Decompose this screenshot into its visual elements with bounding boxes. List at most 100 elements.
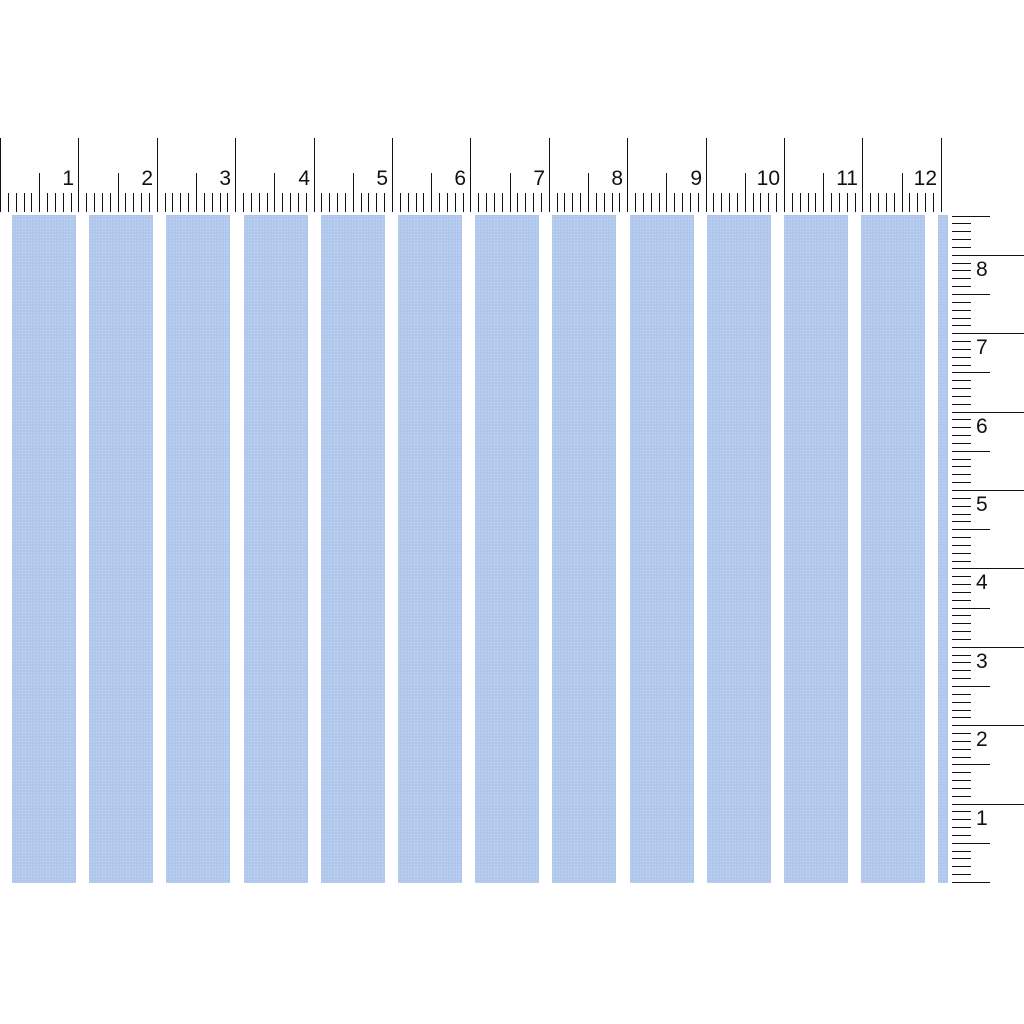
minor-tick — [792, 193, 794, 212]
minor-tick — [478, 193, 480, 212]
minor-tick — [71, 193, 73, 212]
side-ruler-label: 5 — [976, 493, 988, 516]
minor-tick — [952, 231, 971, 233]
minor-tick — [243, 193, 245, 212]
major-tick — [0, 138, 2, 212]
fabric-swatch — [0, 215, 948, 883]
half-tick — [952, 294, 990, 296]
side-ruler-label: 3 — [976, 650, 988, 673]
minor-tick — [952, 796, 971, 798]
half-tick — [431, 173, 433, 212]
major-tick — [952, 333, 1024, 335]
minor-tick — [933, 193, 935, 212]
minor-tick — [952, 584, 971, 586]
minor-tick — [952, 349, 971, 351]
minor-tick — [952, 858, 971, 860]
minor-tick — [659, 193, 661, 212]
top-ruler-label: 6 — [454, 167, 466, 190]
minor-tick — [952, 239, 971, 241]
half-tick — [952, 216, 990, 218]
minor-tick — [580, 193, 582, 212]
stripe — [398, 215, 462, 883]
minor-tick — [306, 193, 308, 212]
minor-tick — [952, 553, 971, 555]
minor-tick — [455, 193, 457, 212]
side-ruler-label: 4 — [976, 571, 988, 594]
half-tick — [118, 173, 120, 212]
minor-tick — [952, 631, 971, 633]
half-tick — [39, 173, 41, 212]
minor-tick — [952, 459, 971, 461]
top-ruler-label: 4 — [298, 167, 310, 190]
half-tick — [666, 173, 668, 212]
minor-tick — [517, 193, 519, 212]
major-tick — [952, 647, 1024, 649]
major-tick — [952, 490, 1024, 492]
minor-tick — [952, 247, 971, 249]
minor-tick — [952, 521, 971, 523]
minor-tick — [952, 380, 971, 382]
minor-tick — [212, 193, 214, 212]
minor-tick — [165, 193, 167, 212]
minor-tick — [952, 772, 971, 774]
minor-tick — [564, 193, 566, 212]
major-tick — [706, 138, 708, 212]
minor-tick — [690, 193, 692, 212]
minor-tick — [753, 193, 755, 212]
minor-tick — [220, 193, 222, 212]
major-tick — [314, 138, 316, 212]
minor-tick — [952, 318, 971, 320]
half-tick — [274, 173, 276, 212]
side-ruler-label: 7 — [976, 336, 988, 359]
half-tick — [952, 451, 990, 453]
minor-tick — [321, 193, 323, 212]
major-tick — [862, 138, 864, 212]
minor-tick — [952, 819, 971, 821]
minor-tick — [729, 193, 731, 212]
minor-tick — [952, 427, 971, 429]
minor-tick — [227, 193, 229, 212]
minor-tick — [952, 600, 971, 602]
half-tick — [952, 882, 990, 884]
minor-tick — [737, 193, 739, 212]
major-tick — [549, 138, 551, 212]
minor-tick — [878, 193, 880, 212]
minor-tick — [952, 851, 971, 853]
minor-tick — [533, 193, 535, 212]
minor-tick — [952, 874, 971, 876]
top-ruler-label: 2 — [141, 167, 153, 190]
minor-tick — [917, 193, 919, 212]
minor-tick — [368, 193, 370, 212]
stripe — [784, 215, 848, 883]
minor-tick — [337, 193, 339, 212]
minor-tick — [612, 193, 614, 212]
minor-tick — [8, 193, 10, 212]
minor-tick — [651, 193, 653, 212]
stripe — [938, 215, 948, 883]
minor-tick — [172, 193, 174, 212]
minor-tick — [204, 193, 206, 212]
minor-tick — [952, 733, 971, 735]
side-ruler-label: 6 — [976, 415, 988, 438]
minor-tick — [721, 193, 723, 212]
minor-tick — [952, 419, 971, 421]
stripe — [12, 215, 76, 883]
major-tick — [157, 138, 159, 212]
minor-tick — [188, 193, 190, 212]
stripe — [706, 215, 771, 883]
major-tick — [784, 138, 786, 212]
minor-tick — [635, 193, 637, 212]
half-tick — [588, 173, 590, 212]
minor-tick — [952, 506, 971, 508]
minor-tick — [952, 365, 971, 367]
minor-tick — [952, 623, 971, 625]
minor-tick — [141, 193, 143, 212]
half-tick — [745, 173, 747, 212]
minor-tick — [800, 193, 802, 212]
minor-tick — [63, 193, 65, 212]
minor-tick — [952, 615, 971, 617]
half-tick — [510, 173, 512, 212]
stripe — [861, 215, 926, 883]
minor-tick — [133, 193, 135, 212]
stripe — [552, 215, 617, 883]
